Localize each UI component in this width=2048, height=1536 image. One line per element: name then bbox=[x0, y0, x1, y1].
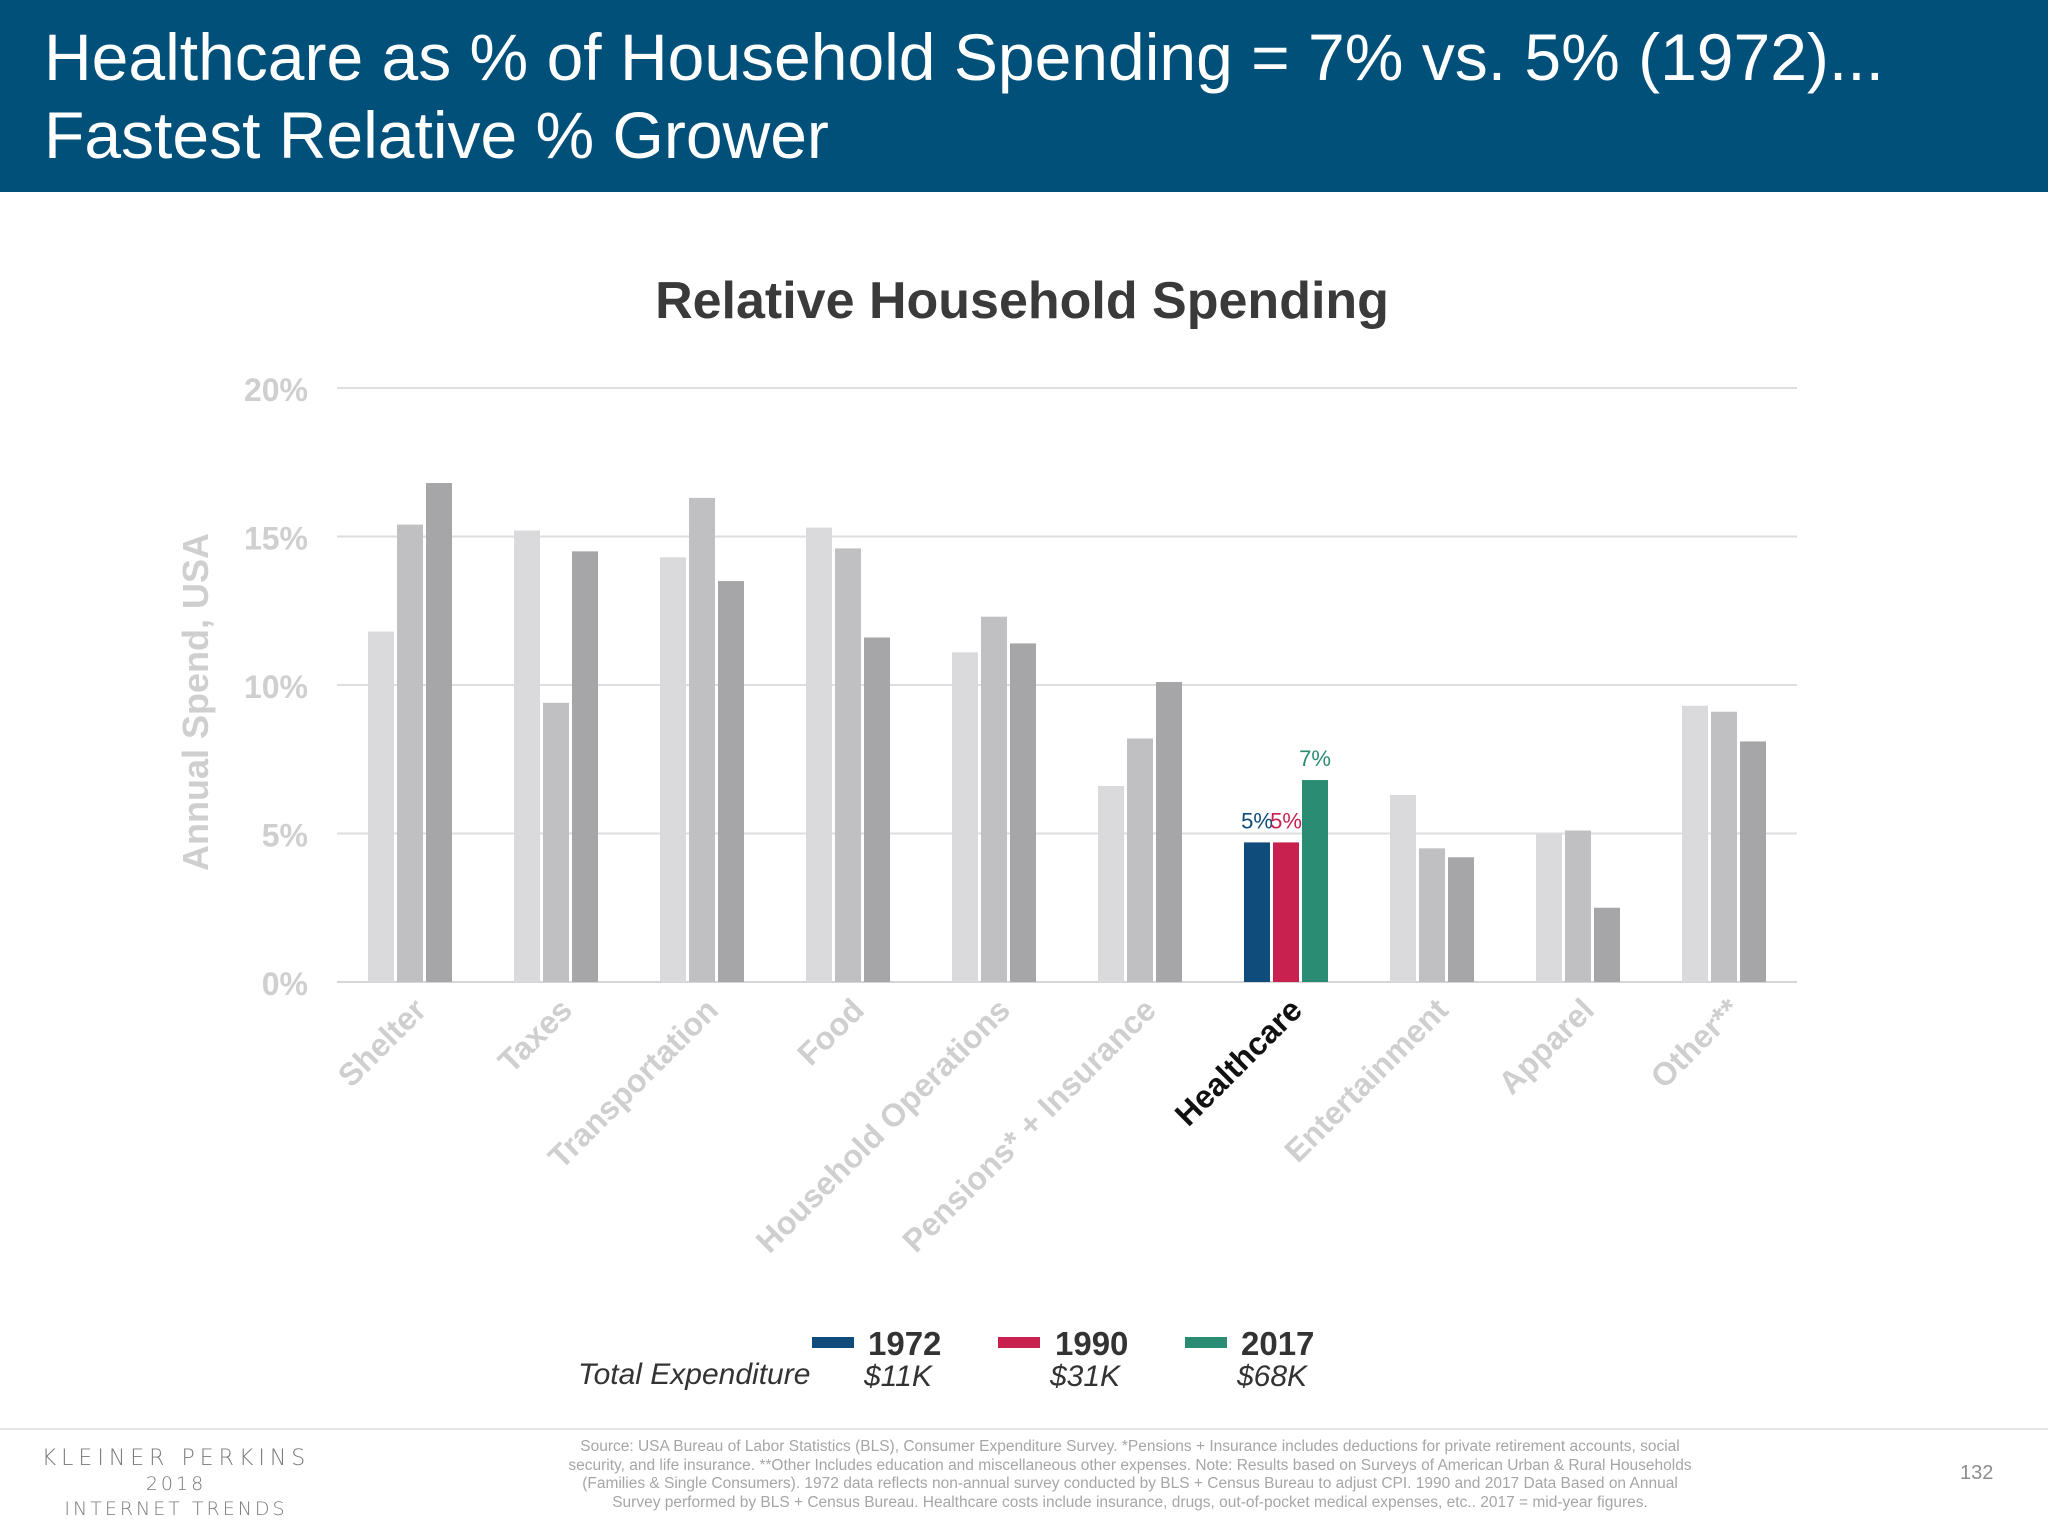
data-labels: 5%5% 7% bbox=[1241, 746, 1331, 833]
bar-entertainment-1990 bbox=[1419, 848, 1445, 982]
legend-label-2017: 2017 bbox=[1241, 1325, 1315, 1362]
legend-total-1990: $31K bbox=[1050, 1360, 1121, 1393]
bar-transportation-1972 bbox=[660, 557, 686, 982]
bar-apparel-1972 bbox=[1536, 833, 1562, 982]
y-tick-label: 20% bbox=[244, 372, 308, 408]
legend-total-1972: $11K bbox=[864, 1360, 932, 1393]
bar-other--2017 bbox=[1740, 741, 1766, 982]
y-tick-label: 0% bbox=[262, 966, 308, 1002]
source-note-line-3: (Families & Single Consumers). 1972 data… bbox=[582, 1475, 1678, 1492]
logo-line-1: KLEINER PERKINS bbox=[41, 1446, 311, 1471]
y-axis-label: Annual Spend, USA bbox=[175, 533, 216, 871]
bar-transportation-1990 bbox=[689, 497, 715, 982]
bar-other--1972 bbox=[1682, 705, 1708, 982]
page-number: 132 bbox=[1960, 1462, 1994, 1484]
kleiner-perkins-logo: KLEINER PERKINS 2018 INTERNET TRENDS bbox=[26, 1446, 326, 1522]
legend-total-expenditure-label: Total Expenditure bbox=[578, 1358, 811, 1391]
source-note-line-4: Survey performed by BLS + Census Bureau.… bbox=[612, 1493, 1648, 1511]
bar-healthcare-1990 bbox=[1273, 842, 1299, 982]
y-tick-label: 15% bbox=[244, 521, 308, 557]
chart-title: Relative Household Spending bbox=[655, 272, 1389, 330]
bar-transportation-2017 bbox=[718, 581, 744, 982]
bar-taxes-2017 bbox=[572, 551, 598, 982]
source-note: Source: USA Bureau of Labor Statistics (… bbox=[500, 1438, 1760, 1512]
bar-food-1990 bbox=[835, 548, 861, 982]
slide-title: Healthcare as % of Household Spending = … bbox=[44, 18, 2004, 174]
x-tick-label: Shelter bbox=[331, 991, 433, 1093]
bar-household-operations-1972 bbox=[952, 652, 978, 982]
slide-title-line-2: Fastest Relative % Grower bbox=[44, 98, 829, 172]
bar-household-operations-1990 bbox=[981, 616, 1007, 982]
legend-label-1972: 1972 bbox=[868, 1325, 942, 1362]
y-tick-label: 5% bbox=[262, 818, 308, 854]
x-tick-label: Apparel bbox=[1491, 991, 1601, 1101]
bar-chart: Relative Household Spending Annual Spend… bbox=[175, 272, 1797, 1260]
x-tick-label: Household Operations bbox=[749, 991, 1017, 1259]
x-tick-label: Other** bbox=[1644, 991, 1748, 1095]
source-note-line-2: security, and life insurance. **Other In… bbox=[568, 1456, 1692, 1474]
bar-taxes-1972 bbox=[514, 530, 540, 982]
data-label-1990: 5% bbox=[1270, 808, 1302, 833]
bar-food-2017 bbox=[864, 637, 890, 982]
source-note-line-1: Source: USA Bureau of Labor Statistics (… bbox=[580, 1438, 1680, 1455]
logo-line-2: 2018 bbox=[145, 1473, 207, 1495]
legend-swatch-1990 bbox=[998, 1337, 1040, 1348]
bar-food-1972 bbox=[806, 527, 832, 982]
bar-pensions-insurance-1990 bbox=[1127, 738, 1153, 982]
logo-line-3: INTERNET TRENDS bbox=[64, 1498, 288, 1520]
slide-header: Healthcare as % of Household Spending = … bbox=[0, 0, 2048, 192]
bar-healthcare-1972 bbox=[1244, 842, 1270, 982]
bar-household-operations-2017 bbox=[1010, 643, 1036, 982]
bar-healthcare-2017 bbox=[1302, 780, 1328, 982]
y-tick-label: 10% bbox=[244, 669, 308, 705]
bar-shelter-1972 bbox=[368, 631, 394, 982]
y-axis-ticks: 0% 5% 10% 15% 20% bbox=[244, 372, 308, 1002]
x-tick-label: Pensions* + Insurance bbox=[895, 991, 1163, 1259]
bar-taxes-1990 bbox=[543, 702, 569, 982]
legend-total-2017: $68K bbox=[1237, 1360, 1308, 1393]
bar-shelter-2017 bbox=[426, 483, 452, 982]
bar-apparel-2017 bbox=[1594, 907, 1620, 982]
bar-other--1990 bbox=[1711, 711, 1737, 982]
bar-entertainment-1972 bbox=[1390, 794, 1416, 982]
bar-entertainment-2017 bbox=[1448, 857, 1474, 982]
x-tick-label: Healthcare bbox=[1168, 991, 1309, 1132]
slide-title-line-1: Healthcare as % of Household Spending = … bbox=[44, 20, 1884, 94]
legend-swatch-1972 bbox=[812, 1337, 854, 1348]
x-tick-label: Food bbox=[790, 991, 871, 1072]
legend-label-1990: 1990 bbox=[1055, 1325, 1129, 1362]
bar-shelter-1990 bbox=[397, 524, 423, 982]
bars bbox=[368, 483, 1766, 982]
legend-swatch-2017 bbox=[1185, 1337, 1227, 1348]
data-label-1972: 5% bbox=[1241, 808, 1273, 833]
bar-apparel-1990 bbox=[1565, 830, 1591, 982]
data-label-2017: 7% bbox=[1299, 746, 1331, 771]
x-tick-label: Taxes bbox=[491, 991, 579, 1079]
bar-pensions-insurance-1972 bbox=[1098, 785, 1124, 982]
bar-pensions-insurance-2017 bbox=[1156, 682, 1182, 982]
footer-divider bbox=[0, 1428, 2048, 1430]
